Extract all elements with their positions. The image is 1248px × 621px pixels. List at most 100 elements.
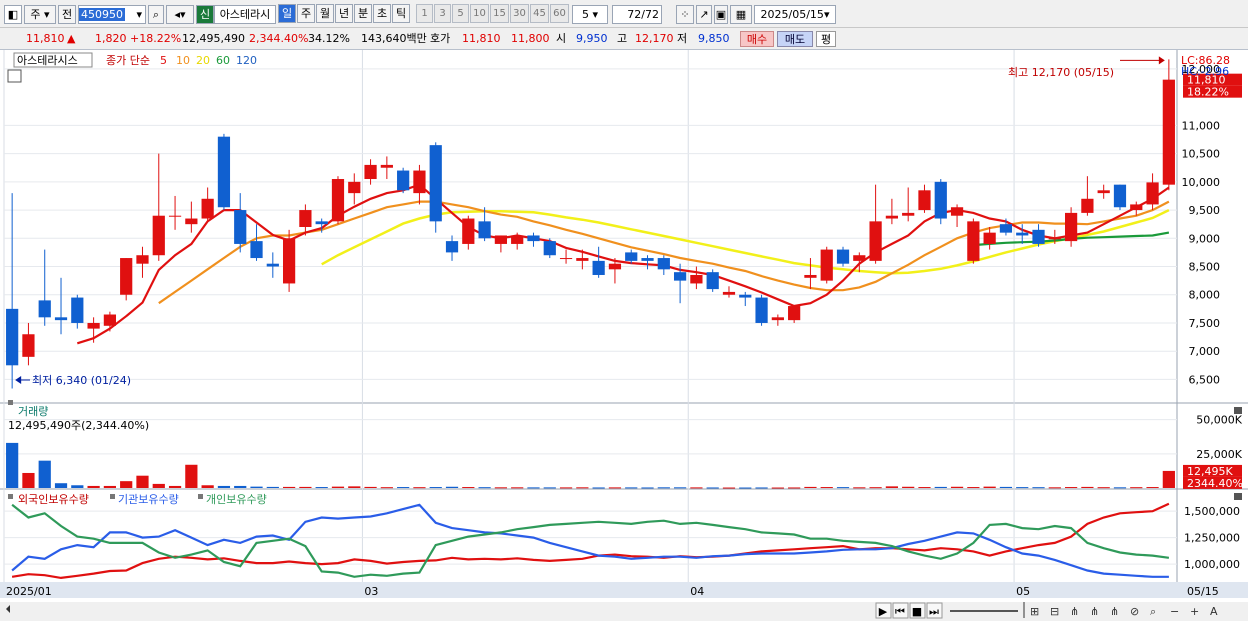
volume-title: 거래량 [18,405,48,418]
price-tick-label: 6,500 [1189,373,1221,386]
volume-bar [641,487,654,489]
sell-button[interactable]: 매도 [777,31,813,47]
stock-code-input[interactable]: 450950 ▾ [78,5,146,24]
price-tick-label: 7,500 [1189,317,1221,330]
volume-last-tag [1183,464,1242,477]
volume-bar [397,487,410,489]
volume-bar [1032,487,1045,489]
period-tab-0[interactable]: 일 [278,4,296,23]
minute-option-5[interactable]: 5 [452,4,469,23]
prev-button[interactable]: 전 [58,5,76,24]
volume-bar [462,487,475,489]
bottom-tool-icon: ⋔ [1070,605,1079,618]
bottom-toolbar [0,602,1248,621]
candle-body [527,235,540,242]
window-icon[interactable]: ◧ [4,5,22,24]
count-total: /72 [641,8,659,21]
volume-bar [494,487,508,489]
bottom-tool-icon: ⋔ [1110,605,1119,618]
trend-tool-icon[interactable]: ↗ [696,5,712,24]
current-price: 11,810 [26,32,65,45]
candle-body [234,210,247,244]
chart-background [0,50,1248,621]
volume-bar [950,486,964,488]
minute-option-30[interactable]: 30 [510,4,529,23]
playback-icon: ⏭ [929,605,939,618]
interval-select[interactable]: 5 ▾ [572,5,608,24]
count-field[interactable]: 72/72 [612,5,662,24]
candle-body [282,238,296,284]
pattern-icon[interactable]: ⁘ [676,5,694,24]
bottom-tool-icon: A [1210,605,1218,618]
bottom-tool-icon: ⌕ [1150,605,1156,618]
minute-option-15[interactable]: 15 [490,4,509,23]
candle-body [1081,198,1094,213]
volume-last-tag-text: 12,495K [1187,465,1233,478]
change-amount: 1,820 [95,32,127,45]
buy-button[interactable]: 매수 [740,31,774,47]
volume-bar [608,487,622,489]
period-tab-5[interactable]: 초 [373,4,391,23]
candle-body [217,136,231,208]
stock-name-field[interactable]: 아스테라시 [214,5,276,24]
volume-bar [706,487,719,489]
volume-bar [657,487,670,489]
minute-option-3[interactable]: 3 [434,4,451,23]
high-annotation: 최고 12,170 (05/15) [1008,66,1114,79]
candle-body [1162,79,1175,185]
holdings-panel [11,502,1170,580]
legend-marker [110,494,115,499]
period-tab-4[interactable]: 분 [354,4,372,23]
price-tick-label: 11,000 [1182,119,1221,132]
up-arrow: ▲ [67,32,76,45]
ma10-label: 10 [176,54,190,67]
period-tab-3[interactable]: 년 [335,4,353,23]
volume-bar [983,486,996,488]
candle-body [299,210,312,227]
volume-bar [1016,487,1029,489]
minute-option-10[interactable]: 10 [470,4,489,23]
legend-marker [8,400,13,405]
hc-label: HC:-2.96 [1181,65,1229,78]
right-axis: 12,000 11,000 10,500 10,000 9,500 9,000 8,500 8… [1182,63,1243,571]
avg-button[interactable]: 평 [816,31,836,47]
volume-bar [1146,487,1159,489]
volume-bar [315,487,328,489]
stock-chart[interactable]: 12,000 11,000 10,500 10,000 9,500 9,000 8,500 8… [0,50,1248,621]
individual-holdings-line [11,503,1170,578]
minute-option-45[interactable]: 45 [530,4,549,23]
foreign-legend: 외국인보유수량 [18,493,89,506]
period-tab-2[interactable]: 월 [316,4,334,23]
speaker-icon[interactable]: ◂▾ [166,5,194,24]
volume-bar [788,487,801,489]
volume-bar [999,486,1013,488]
calendar-icon[interactable]: ▦ [730,5,752,24]
volume-bar [592,487,605,489]
period-tab-1[interactable]: 주 [297,4,315,23]
candle-body [1113,184,1127,208]
candle-body [511,235,524,244]
minute-option-60[interactable]: 60 [550,4,569,23]
candle-body [788,306,801,321]
open-price: 9,950 [576,32,608,45]
date-picker[interactable]: 2025/05/15▾ [754,5,836,24]
candle-body [706,272,719,290]
bottom-tool-icon: ⊞ [1030,605,1039,618]
candle-body [869,221,882,261]
volume-bar [234,485,247,488]
institution-holdings-line [11,503,1169,578]
volume-bar [559,487,573,489]
volume-bar [250,486,263,488]
save-icon[interactable]: ▣ [714,5,728,24]
holdings-panel-close-icon [1234,493,1242,500]
search-icon[interactable]: ⌕ [148,5,164,24]
market-select[interactable]: 주 ▾ [24,5,56,24]
period-tab-6[interactable]: 틱 [392,4,410,23]
volume-bar [853,487,866,489]
volume-bar [136,475,149,488]
minute-option-1[interactable]: 1 [416,4,433,23]
volume-bar [185,464,198,488]
volume-bar [413,487,426,489]
volume-bar [934,486,947,488]
volume: 12,495,490 [182,32,245,45]
